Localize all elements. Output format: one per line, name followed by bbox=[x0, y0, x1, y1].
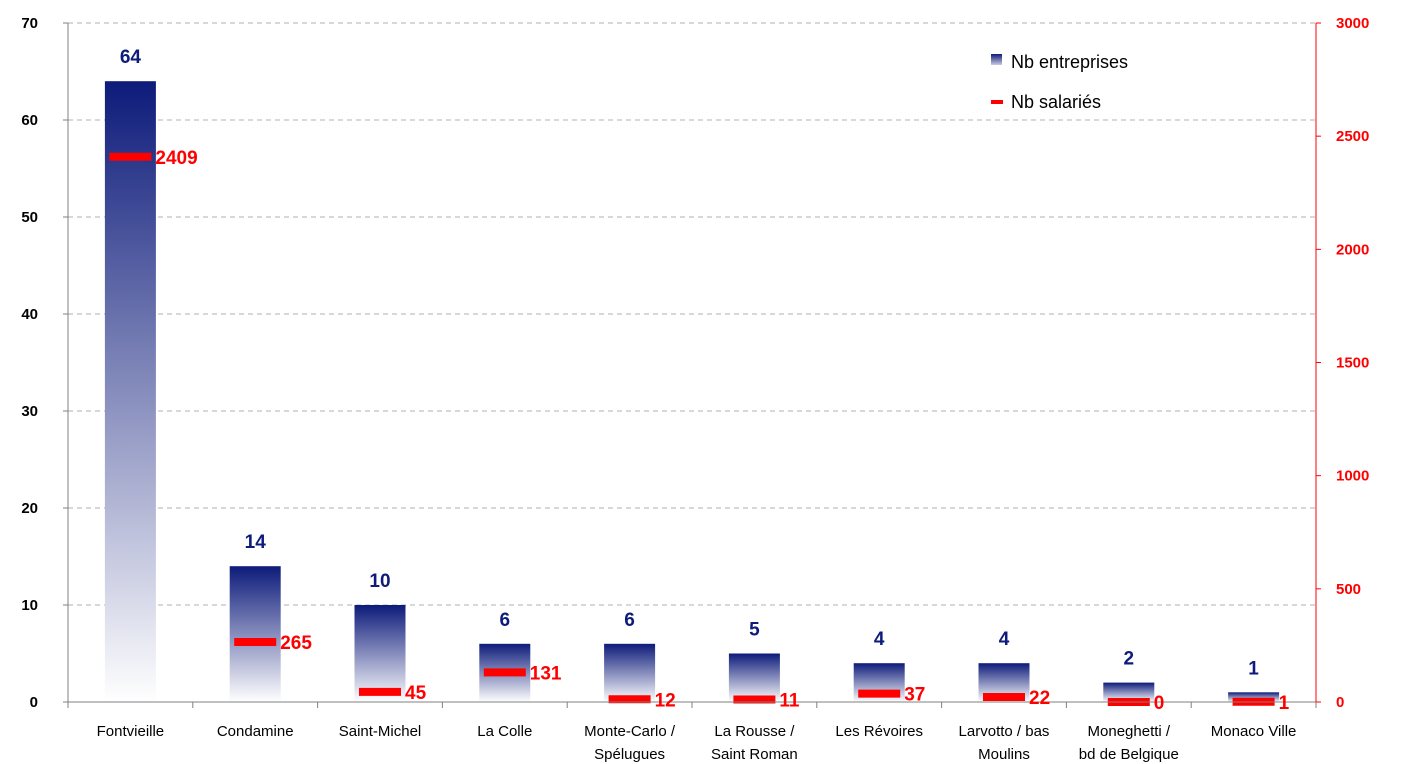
dash-value-label: 1 bbox=[1279, 693, 1290, 714]
y-tick-left-label: 70 bbox=[21, 15, 38, 32]
y-tick-right-label: 500 bbox=[1336, 581, 1361, 598]
dash-value-label: 131 bbox=[530, 663, 562, 684]
y-tick-left-label: 0 bbox=[30, 694, 38, 711]
x-tick-label: Fontvieille bbox=[97, 723, 165, 740]
bar-value-label: 4 bbox=[999, 629, 1010, 650]
y-tick-right-label: 1000 bbox=[1336, 468, 1369, 485]
bar bbox=[104, 81, 156, 702]
bar-value-label: 2 bbox=[1124, 649, 1135, 670]
bar-value-label: 4 bbox=[874, 629, 885, 650]
bar bbox=[1228, 692, 1280, 702]
data-labels: 64 14 10 6 6 5 4 4 2 1 2409 265 45 131 12 11 37 22 0 1 bbox=[120, 47, 1290, 714]
y-tick-left-label: 20 bbox=[21, 500, 38, 517]
legend-label-entreprises: Nb entreprises bbox=[1011, 52, 1128, 72]
dash-value-label: 11 bbox=[779, 691, 800, 712]
bar bbox=[1103, 682, 1155, 702]
y-tick-right-label: 0 bbox=[1336, 694, 1344, 711]
dash-value-label: 22 bbox=[1029, 688, 1050, 709]
y-tick-left-label: 30 bbox=[21, 403, 38, 420]
axes: 010203040506070050010001500200025003000F… bbox=[21, 15, 1369, 763]
bar-value-label: 14 bbox=[245, 532, 267, 553]
x-tick-label: La Rousse / Saint Roman bbox=[711, 723, 798, 763]
legend-label-salaries: Nb salariés bbox=[1011, 92, 1101, 112]
x-tick-label: Saint-Michel bbox=[339, 723, 422, 740]
bar-series-entreprises bbox=[104, 81, 1280, 702]
bar-value-label: 64 bbox=[120, 47, 142, 68]
dash-value-label: 0 bbox=[1154, 693, 1165, 714]
x-tick-label: Condamine bbox=[217, 723, 294, 740]
bar bbox=[354, 605, 406, 702]
y-tick-left-label: 40 bbox=[21, 306, 38, 323]
dash-value-label: 37 bbox=[904, 685, 925, 706]
y-tick-right-label: 3000 bbox=[1336, 15, 1369, 32]
bar-value-label: 1 bbox=[1248, 658, 1259, 679]
y-tick-left-label: 60 bbox=[21, 112, 38, 129]
dash-series-salaries bbox=[109, 152, 1275, 706]
y-tick-left-label: 10 bbox=[21, 597, 38, 614]
dash-value-label: 12 bbox=[655, 690, 676, 711]
x-tick-label: Larvotto / bas Moulins bbox=[959, 723, 1050, 763]
y-tick-right-label: 2500 bbox=[1336, 128, 1369, 145]
y-tick-right-label: 1500 bbox=[1336, 355, 1369, 372]
bar bbox=[229, 566, 281, 702]
dash-value-label: 45 bbox=[405, 683, 427, 704]
x-tick-label: La Colle bbox=[477, 723, 532, 740]
bar-value-label: 6 bbox=[624, 610, 635, 631]
x-tick-label: Monaco Ville bbox=[1211, 723, 1297, 740]
x-tick-label: Les Révoires bbox=[835, 723, 923, 740]
gridlines bbox=[68, 22, 1316, 606]
dash-value-label: 265 bbox=[280, 633, 312, 654]
bar bbox=[604, 643, 656, 702]
legend-swatch-entreprises bbox=[991, 54, 1002, 65]
y-tick-right-label: 2000 bbox=[1336, 241, 1369, 258]
x-tick-label: Moneghetti / bd de Belgique bbox=[1079, 723, 1179, 763]
x-tick-label: Monte-Carlo / Spélugues bbox=[584, 723, 676, 763]
bar-value-label: 10 bbox=[369, 571, 390, 592]
bar-value-label: 6 bbox=[500, 610, 511, 631]
bar bbox=[728, 653, 780, 702]
legend: Nb entreprises Nb salariés bbox=[991, 52, 1128, 112]
bar-value-label: 5 bbox=[749, 620, 760, 641]
y-tick-left-label: 50 bbox=[21, 209, 38, 226]
dash-value-label: 2409 bbox=[155, 148, 197, 169]
